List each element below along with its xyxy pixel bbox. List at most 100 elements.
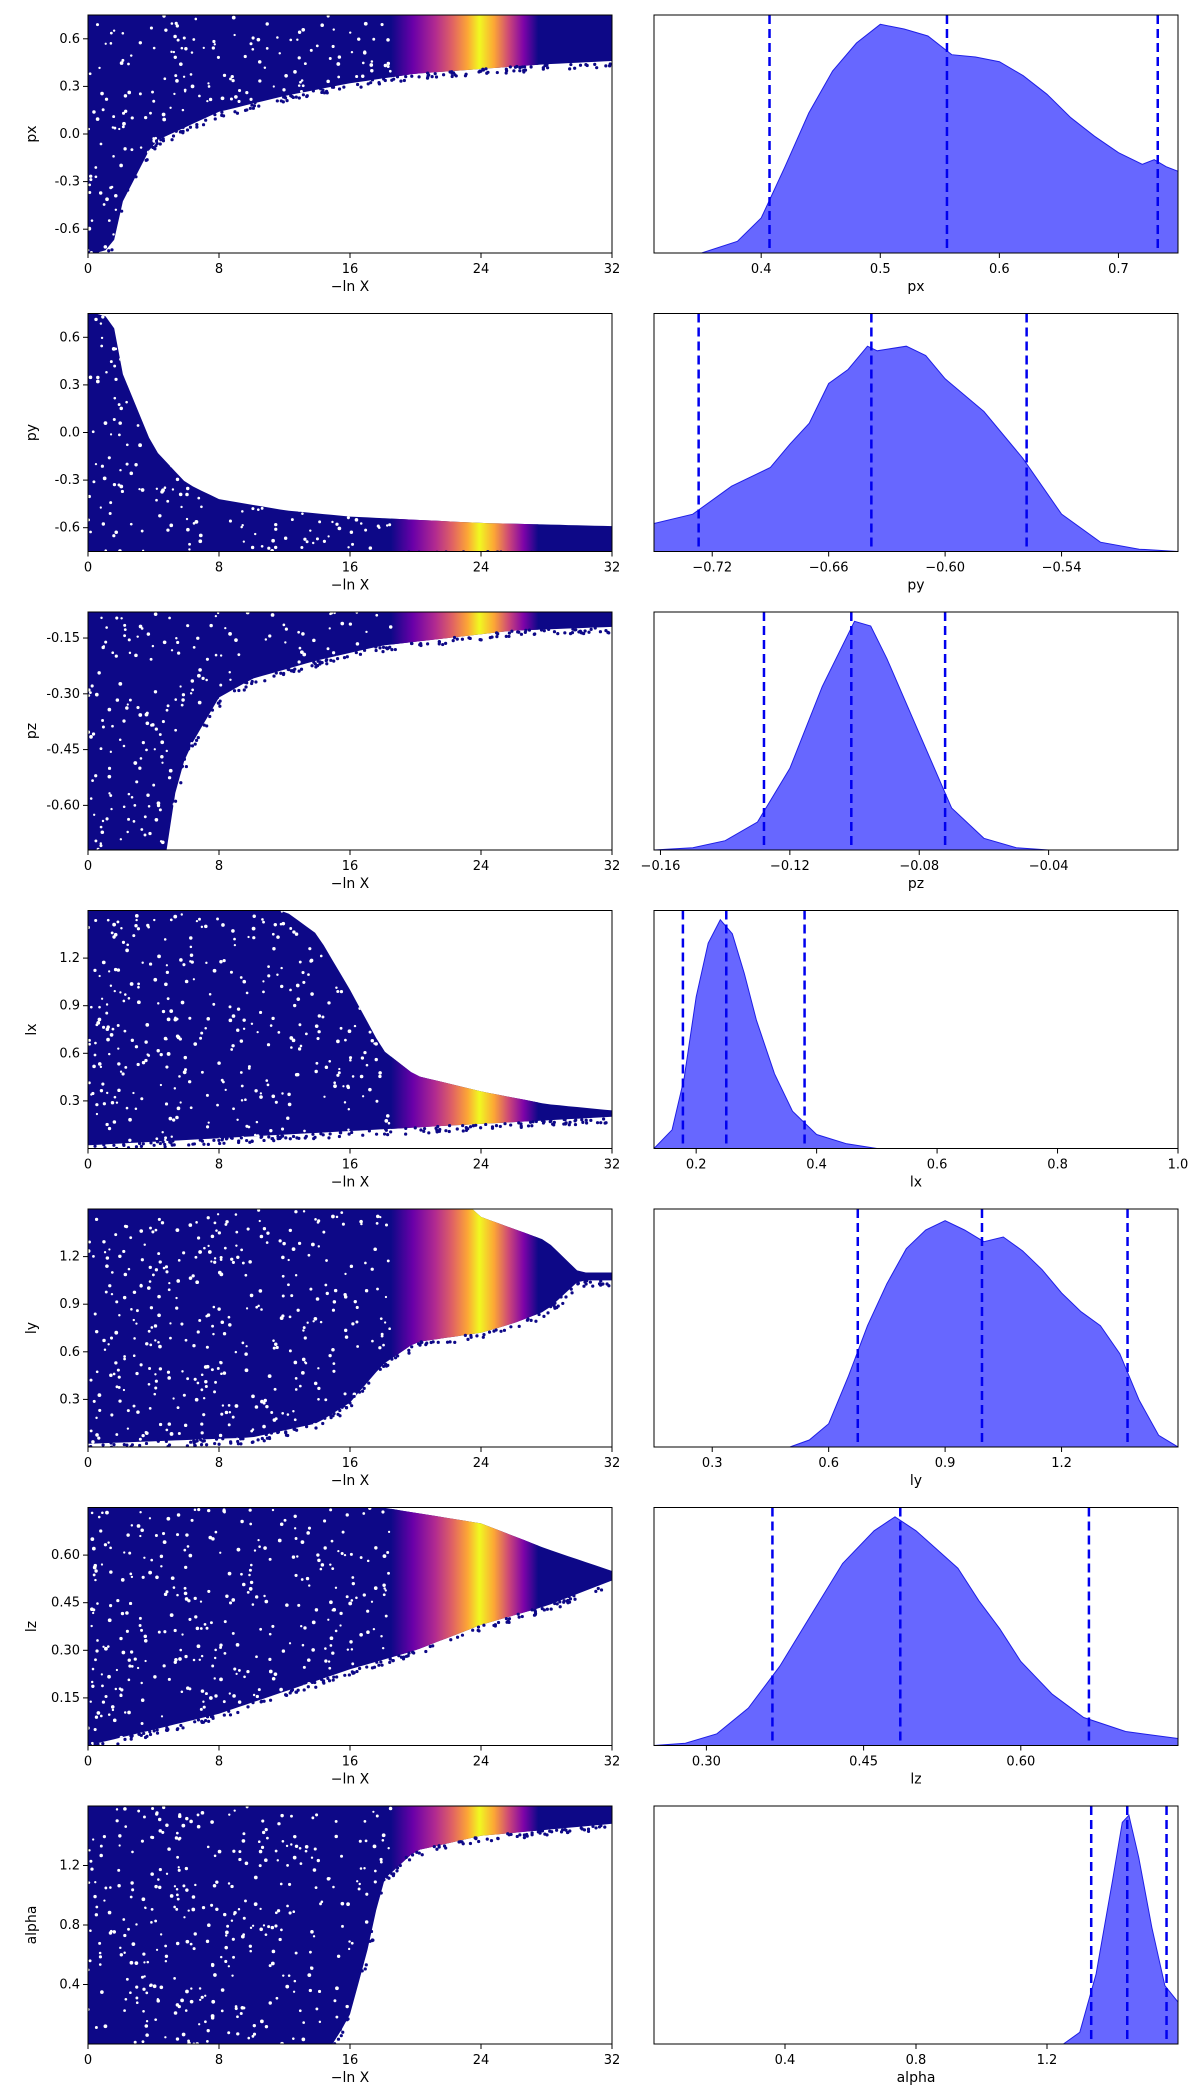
trace-point <box>585 554 588 557</box>
trace-gap <box>175 1831 179 1835</box>
trace-gap <box>140 1097 144 1101</box>
trace-gap <box>160 840 165 845</box>
trace-point <box>464 72 468 76</box>
trace-gap <box>217 1061 221 1065</box>
trace-point <box>248 2045 251 2048</box>
trace-point <box>612 1584 615 1587</box>
trace-gap <box>379 488 384 492</box>
trace-gap <box>219 1677 223 1682</box>
trace-gap <box>169 1894 174 1898</box>
trace-point <box>125 1443 129 1447</box>
trace-gap <box>167 446 171 450</box>
trace-gap <box>238 382 242 386</box>
trace-gap <box>265 1241 269 1244</box>
trace-gap <box>106 918 110 922</box>
trace-gap <box>135 1322 138 1325</box>
trace-gap <box>251 36 255 40</box>
trace-gap <box>118 1314 121 1317</box>
trace-point <box>584 1282 588 1286</box>
trace-gap <box>188 1223 193 1227</box>
trace-gap <box>266 1083 270 1087</box>
trace-gap <box>339 436 343 440</box>
trace-gap <box>336 1073 340 1077</box>
trace-gap <box>322 366 327 371</box>
trace-gap <box>354 944 358 948</box>
trace-gap <box>118 682 123 686</box>
trace-gap <box>190 84 195 89</box>
trace-gap <box>130 148 134 152</box>
trace-gap <box>119 61 124 65</box>
trace-gap <box>261 918 264 921</box>
trace-point <box>395 1869 399 1873</box>
trace-gap <box>345 143 350 147</box>
trace-point <box>196 1718 201 1722</box>
trace-gap <box>111 126 115 129</box>
trace-gap <box>342 673 345 676</box>
trace-gap <box>130 1038 134 1042</box>
trace-gap <box>318 690 323 695</box>
trace-gap <box>232 1723 237 1728</box>
trace-gap <box>287 1974 291 1977</box>
trace-point <box>417 75 421 79</box>
x-tick-label: −0.04 <box>1029 859 1069 874</box>
trace-gap <box>206 99 209 103</box>
trace-gap <box>317 1698 322 1702</box>
trace-gap <box>236 787 240 791</box>
trace-point <box>269 1431 274 1435</box>
x-tick-label: 32 <box>604 1456 621 1471</box>
trace-point <box>187 1143 191 1147</box>
trace-point <box>541 67 545 71</box>
trace-gap <box>291 1247 296 1251</box>
x-tick-label: 16 <box>342 262 359 277</box>
trace-gap <box>324 238 328 242</box>
trace-gap <box>344 1272 347 1276</box>
trace-point <box>561 1301 565 1306</box>
trace-gap <box>322 479 327 483</box>
trace-gap <box>182 1393 186 1397</box>
trace-gap <box>229 77 232 81</box>
trace-gap <box>107 1674 111 1679</box>
trace-point <box>354 650 358 655</box>
trace-gap <box>198 141 202 145</box>
trace-point <box>149 1141 153 1145</box>
trace-gap <box>224 1934 228 1937</box>
trace-gap <box>199 390 203 395</box>
trace-gap <box>361 106 364 110</box>
trace-gap <box>169 918 173 922</box>
trace-gap <box>258 79 262 83</box>
trace-gap <box>95 1433 99 1437</box>
trace-gap <box>197 437 202 441</box>
trace-point <box>253 100 257 105</box>
trace-point <box>202 1439 206 1443</box>
trace-gap <box>245 1124 249 1128</box>
trace-gap <box>123 1029 127 1033</box>
trace-point <box>534 1319 538 1323</box>
trace-point <box>336 556 339 559</box>
trace-point <box>393 556 396 559</box>
trace-gap <box>268 341 271 344</box>
trace-gap <box>330 346 334 350</box>
trace-gap <box>190 768 195 772</box>
trace-gap <box>363 1406 368 1411</box>
trace-gap <box>92 1838 95 1841</box>
trace-gap <box>184 141 188 145</box>
trace-gap <box>300 650 304 655</box>
trace-gap <box>237 491 241 495</box>
trace-gap <box>334 1819 338 1823</box>
x-tick-label: 0.5 <box>870 262 891 277</box>
trace-gap <box>375 389 379 393</box>
trace-point <box>133 554 136 557</box>
trace-gap <box>176 1406 180 1410</box>
trace-gap <box>328 1060 332 1063</box>
trace-gap <box>109 501 113 505</box>
trace-gap <box>300 89 303 93</box>
trace-gap <box>206 1216 210 1220</box>
trace-gap <box>125 462 129 466</box>
trace-point <box>101 1741 105 1746</box>
trace-point <box>404 1126 408 1131</box>
trace-gap <box>187 429 192 434</box>
trace-point <box>455 1635 460 1639</box>
trace-gap <box>358 1882 361 1886</box>
trace-gap <box>349 1640 353 1644</box>
